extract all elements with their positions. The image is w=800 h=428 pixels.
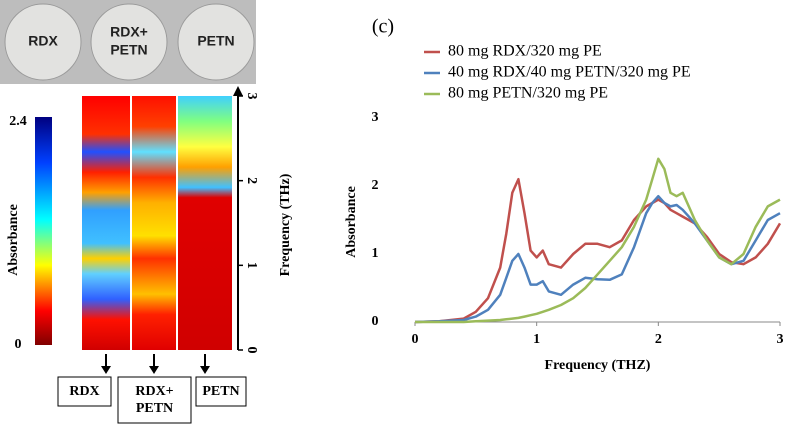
pellet-label: RDX+	[110, 24, 148, 40]
y-axis-label: Frequency (THz)	[278, 173, 293, 276]
y-tick-label: 3	[244, 93, 259, 100]
category-box	[57, 376, 112, 407]
heatmap-column	[82, 96, 130, 350]
axis-arrow	[233, 86, 243, 96]
category-label: PETN	[202, 384, 239, 399]
colorbar-tick-label: 2.4	[9, 114, 27, 129]
y-tick-label: 0	[372, 314, 379, 329]
x-tick-label: 0	[412, 332, 419, 347]
category-label: RDX+	[135, 384, 173, 399]
y-tick-label: 0	[244, 347, 259, 354]
pellet-label: PETN	[110, 42, 147, 58]
pellet-label: RDX	[28, 33, 58, 49]
category-box	[117, 376, 192, 424]
chart-title: (c)	[372, 16, 394, 38]
y-tick-label: 1	[244, 262, 259, 269]
x-tick-label: 3	[777, 332, 784, 347]
legend-label: 40 mg RDX/40 mg PETN/320 mg PE	[448, 64, 691, 81]
arrow-head	[101, 366, 111, 374]
colorbar-tick-label: 0	[15, 337, 22, 352]
legend-label: 80 mg RDX/320 mg PE	[448, 43, 602, 60]
x-tick-label: 1	[533, 332, 540, 347]
y-tick-label: 1	[372, 246, 379, 261]
arrow-head	[149, 366, 159, 374]
y-tick-label: 3	[372, 110, 379, 125]
x-axis-label: Frequency (THZ)	[545, 358, 651, 373]
series-line	[415, 157, 781, 324]
y-tick-label: 2	[244, 177, 259, 184]
category-box	[195, 376, 247, 407]
y-tick-label: 2	[372, 178, 379, 193]
series-line	[414, 177, 782, 324]
x-tick-label: 2	[655, 332, 662, 347]
pellets	[4, 3, 255, 81]
heatmap-column	[132, 96, 176, 350]
colorbar-label: Absorbance	[6, 204, 21, 276]
pellet-label: PETN	[197, 33, 234, 49]
category-label: RDX	[69, 384, 99, 399]
colorbar	[35, 117, 52, 345]
heatmap-column	[178, 96, 232, 350]
legend-label: 80 mg PETN/320 mg PE	[448, 85, 608, 102]
y-axis-label: Absorbance	[344, 186, 359, 258]
arrow-head	[200, 366, 210, 374]
category-label: PETN	[136, 401, 173, 416]
